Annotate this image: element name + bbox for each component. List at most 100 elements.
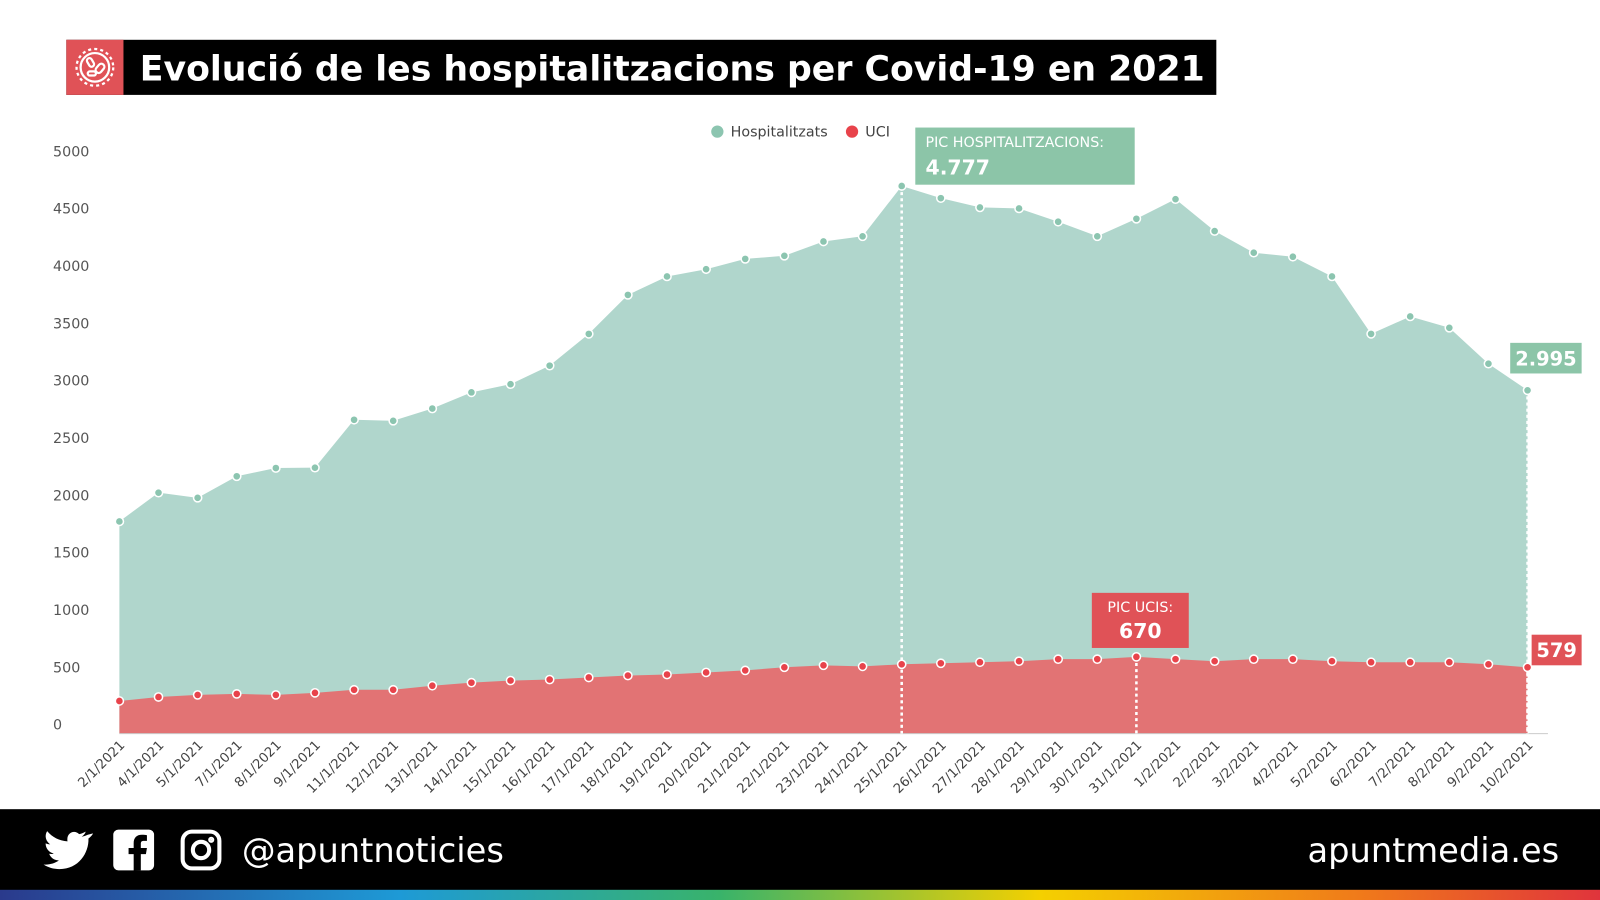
- annotation-value: 579: [1536, 639, 1576, 662]
- data-point-hospitalitzats: [857, 231, 868, 242]
- data-point-hospitalitzats: [935, 193, 946, 203]
- data-point-uci: [192, 690, 203, 700]
- data-point-hospitalitzats: [662, 271, 672, 282]
- data-point-uci: [1327, 656, 1337, 667]
- data-point-hospitalitzats: [1288, 251, 1298, 262]
- y-tick-label: 500: [53, 660, 80, 676]
- data-point-uci: [271, 690, 281, 700]
- data-point-hospitalitzats: [583, 329, 594, 339]
- data-point-uci: [544, 674, 555, 685]
- annotation-label: PIC UCIS:: [1107, 600, 1173, 616]
- data-point-hospitalitzats: [310, 462, 320, 473]
- data-point-uci: [1131, 652, 1142, 662]
- data-point-hospitalitzats: [623, 290, 633, 300]
- data-point-uci: [818, 660, 829, 671]
- data-point-hospitalitzats: [1170, 194, 1181, 205]
- y-tick-label: 3000: [53, 374, 89, 390]
- data-point-hospitalitzats: [779, 250, 790, 261]
- data-point-hospitalitzats: [1444, 322, 1455, 333]
- y-tick-label: 4000: [53, 259, 89, 275]
- data-point-uci: [740, 665, 751, 676]
- data-point-uci: [466, 677, 477, 688]
- annotation-value: 670: [1119, 619, 1162, 643]
- data-point-hospitalitzats: [271, 463, 281, 473]
- legend-marker-hospitalitzats: [711, 125, 724, 138]
- data-point-hospitalitzats: [1248, 247, 1259, 258]
- legend-marker-uci: [845, 125, 859, 138]
- data-point-uci: [1053, 654, 1064, 664]
- footer-handle[interactable]: @apuntnoticies: [242, 831, 504, 870]
- y-tick-label: 5000: [53, 144, 89, 160]
- data-point-uci: [935, 658, 946, 669]
- data-point-uci: [583, 672, 594, 683]
- data-point-hospitalitzats: [740, 254, 751, 264]
- data-point-hospitalitzats: [114, 516, 125, 527]
- data-point-uci: [1248, 654, 1259, 664]
- legend: Hospitalitzats UCI: [711, 125, 890, 141]
- y-tick-label: 2000: [53, 488, 89, 504]
- data-point-hospitalitzats: [1483, 358, 1494, 369]
- data-point-uci: [623, 670, 633, 681]
- data-point-hospitalitzats: [1366, 329, 1376, 339]
- facebook-icon[interactable]: [113, 829, 155, 871]
- data-point-uci: [1170, 654, 1181, 664]
- data-point-uci: [1014, 656, 1024, 667]
- data-point-uci: [896, 659, 907, 670]
- data-point-hospitalitzats: [1522, 385, 1533, 396]
- data-point-uci: [1288, 654, 1298, 664]
- annotation-box: [915, 127, 1135, 185]
- footer-gradient-strip: [0, 889, 1600, 900]
- y-axis: 0 500 1000 1500 2000 2500 3000 3500 4000 4500 5000: [53, 144, 89, 733]
- data-point-hospitalitzats: [1327, 271, 1337, 282]
- data-point-hospitalitzats: [388, 415, 399, 426]
- annotation-box: [1510, 342, 1582, 374]
- data-point-hospitalitzats: [1131, 213, 1142, 224]
- data-point-hospitalitzats: [427, 403, 438, 414]
- legend-label-uci: UCI: [865, 125, 890, 141]
- y-tick-label: 2500: [53, 431, 89, 447]
- y-tick-label: 1500: [53, 546, 89, 562]
- footer-site[interactable]: apuntmedia.es: [1308, 831, 1560, 870]
- data-point-hospitalitzats: [1014, 203, 1024, 214]
- x-axis: 2/1/20214/1/20215/1/20217/1/20218/1/2021…: [76, 738, 1537, 797]
- data-point-hospitalitzats: [1053, 216, 1064, 227]
- data-point-hospitalitzats: [818, 236, 829, 247]
- instagram-icon[interactable]: [180, 829, 222, 871]
- data-point-hospitalitzats: [349, 414, 359, 425]
- y-tick-label: 1000: [53, 603, 89, 619]
- data-point-uci: [975, 657, 985, 668]
- data-point-uci: [349, 684, 359, 695]
- virus-icon: [75, 47, 115, 87]
- data-point-uci: [701, 667, 711, 678]
- y-tick-label: 4500: [53, 202, 89, 218]
- data-point-uci: [114, 696, 125, 706]
- data-point-hospitalitzats: [153, 487, 164, 498]
- page-title: Evolució de les hospitalitzacions per Co…: [140, 50, 1205, 90]
- data-point-hospitalitzats: [192, 492, 203, 503]
- data-point-uci: [388, 684, 399, 695]
- data-point-hospitalitzats: [1405, 311, 1416, 322]
- annotations: PIC HOSPITALITZACIONS: 4.777 PIC UCIS: 670 2…: [915, 127, 1582, 666]
- annotation-value: 2.995: [1515, 347, 1576, 370]
- data-point-uci: [1522, 662, 1533, 673]
- legend-label-hospitalitzats: Hospitalitzats: [731, 125, 828, 141]
- data-point-uci: [1444, 657, 1455, 668]
- annotation-box: [1091, 592, 1189, 648]
- data-point-hospitalitzats: [231, 471, 242, 482]
- data-point-uci: [310, 688, 320, 698]
- data-point-uci: [1366, 657, 1376, 668]
- data-point-hospitalitzats: [975, 202, 985, 213]
- data-point-hospitalitzats: [701, 264, 711, 275]
- annotation-box: [1531, 634, 1582, 666]
- data-point-hospitalitzats: [544, 360, 555, 371]
- data-point-hospitalitzats: [1209, 226, 1220, 236]
- data-point-hospitalitzats: [1092, 231, 1103, 242]
- data-point-hospitalitzats: [505, 379, 516, 390]
- footer-bar: [0, 809, 1600, 891]
- plot-area: [114, 181, 1548, 735]
- y-tick-label: 3500: [53, 316, 89, 332]
- data-point-uci: [857, 661, 868, 672]
- twitter-icon[interactable]: [43, 831, 94, 870]
- data-point-uci: [662, 669, 672, 680]
